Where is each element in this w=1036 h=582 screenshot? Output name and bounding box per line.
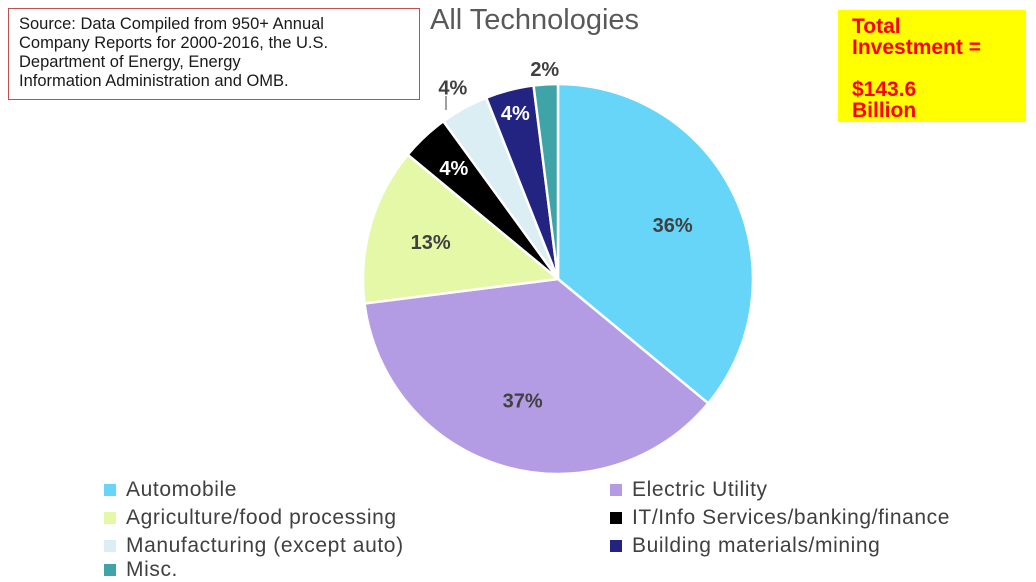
legend-item-manufacturing: Manufacturing (except auto) [104,534,404,558]
data-label-it-info-services-banking-finance: 4% [439,158,468,180]
pie-slice-misc [532,82,560,280]
legend-item-agriculture: Agriculture/food processing [104,506,397,530]
legend-item-building-materials: Building materials/mining [610,534,880,558]
data-label-misc: 2% [530,59,559,81]
chart-title: All Technologies [430,4,640,36]
data-label-electric-utility: 37% [503,391,543,413]
legend-swatch [610,512,622,524]
legend-label: IT/Info Services/banking/finance [632,506,951,529]
source-note: Source: Data Compiled from 950+ Annual C… [8,8,420,100]
legend-swatch [610,484,622,496]
total-investment-callout: Total Investment = $143.6 Billion [838,10,1026,122]
legend-item-automobile: Automobile [104,478,237,502]
legend-swatch [104,540,116,552]
data-label-agriculture-food-processing: 13% [411,232,451,254]
legend-swatch [610,540,622,552]
data-label-automobile: 36% [653,215,693,237]
pie-slice-automobile [556,82,755,406]
pie-slice-electric-utility [363,277,711,476]
legend-label: Agriculture/food processing [126,506,397,529]
legend-item-electric-utility: Electric Utility [610,478,768,502]
legend-swatch [104,484,116,496]
legend-item-misc: Misc. [104,558,178,582]
legend-label: Building materials/mining [632,534,881,557]
legend-swatch [104,564,116,576]
pie-slice-agriculture-food-processing [361,152,562,305]
legend-swatch [104,512,116,524]
data-label-building-materials-mining: 4% [501,103,530,125]
legend-label: Electric Utility [632,478,768,501]
legend-item-it-services: IT/Info Services/banking/finance [610,506,950,530]
legend-label: Misc. [126,558,178,581]
legend-label: Automobile [126,478,238,501]
data-label-manufacturing-except-auto: 4% [438,78,467,100]
legend-label: Manufacturing (except auto) [126,534,404,557]
